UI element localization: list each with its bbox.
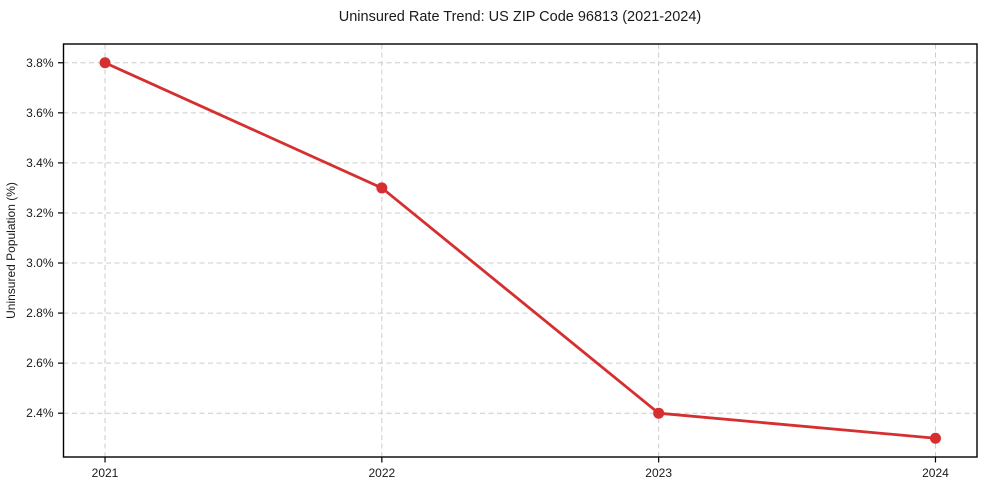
x-tick-label: 2023: [645, 466, 672, 480]
data-point: [99, 57, 111, 69]
y-axis-label: Uninsured Population (%): [4, 182, 18, 319]
plot-border: [62, 43, 978, 458]
y-tick-label: 3.8%: [26, 56, 54, 70]
y-tick-label: 3.4%: [26, 156, 54, 170]
data-point: [653, 407, 665, 419]
chart-title: Uninsured Rate Trend: US ZIP Code 96813 …: [339, 9, 701, 25]
y-tick-label: 2.4%: [26, 406, 54, 420]
data-line: [103, 61, 937, 440]
y-tick-label: 3.6%: [26, 106, 54, 120]
x-tick-label: 2022: [368, 466, 395, 480]
y-tick-label: 2.8%: [26, 306, 54, 320]
x-tick-label: 2021: [92, 466, 119, 480]
data-point: [376, 182, 388, 194]
plot-area: 2.4% 2.6% 2.8% 3.0% 3.2% 3.4% 3.6% 3.8% 2021 2022…: [26, 43, 978, 480]
y-tick-label: 3.0%: [26, 256, 54, 270]
x-tick-label: 2024: [922, 466, 949, 480]
data-point: [929, 432, 941, 444]
y-tick-label: 3.2%: [26, 206, 54, 220]
y-tick-label: 2.6%: [26, 356, 54, 370]
